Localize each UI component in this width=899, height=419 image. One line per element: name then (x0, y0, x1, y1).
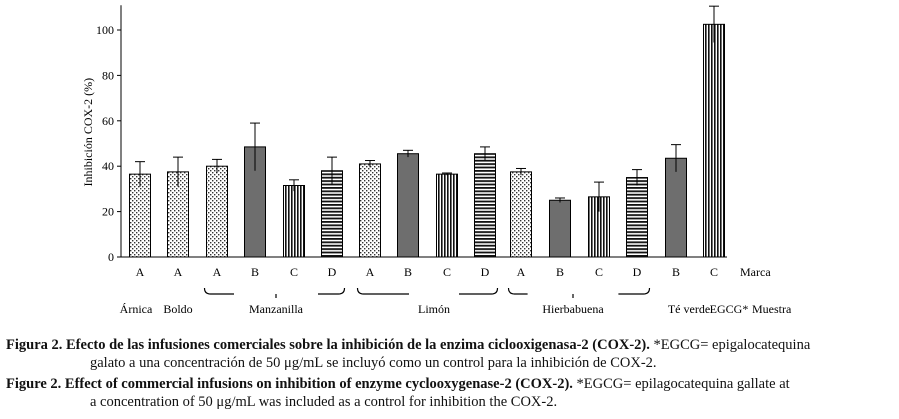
brand-label: B (672, 265, 680, 279)
y-tick-label: 100 (96, 23, 114, 37)
y-tick-label: 40 (102, 159, 114, 173)
brand-label: D (328, 265, 337, 279)
y-tick-label: 20 (102, 205, 114, 219)
brand-label: A (174, 265, 183, 279)
brand-label: B (556, 265, 564, 279)
group-label: Hierbabuena (542, 302, 604, 316)
group-bracket (356, 287, 409, 295)
group-label: Árnica (120, 302, 153, 316)
group-label: Limón (418, 302, 450, 316)
bars (129, 5, 725, 258)
y-tick-label: 80 (102, 68, 114, 82)
caption-en-lead: Figure 2. Effect of commercial infusions… (6, 376, 573, 392)
caption-es-lead: Figura 2. Efecto de las infusiones comer… (6, 337, 650, 353)
group-bracket (203, 287, 234, 295)
y-axis-title: Inhibición COX-2 (%) (81, 78, 95, 187)
bar (474, 153, 496, 258)
group-bracket (507, 287, 528, 295)
brand-label: D (633, 265, 642, 279)
bar (283, 184, 305, 258)
caption-es-rest2: galato a una concentración de 50 μg/mL s… (90, 355, 657, 371)
brand-label: B (404, 265, 412, 279)
bar (703, 23, 725, 258)
brand-label: A (366, 265, 375, 279)
group-label: EGCG* (710, 302, 749, 316)
brand-axis-label: Marca (740, 265, 771, 279)
group-bracket (459, 287, 499, 295)
bar (397, 153, 419, 258)
group-label: Té verde (668, 302, 710, 316)
group-label: Boldo (163, 302, 192, 316)
caption-spanish: Figura 2. Efecto de las infusiones comer… (6, 336, 896, 372)
brand-label: C (710, 265, 718, 279)
group-label: Manzanilla (249, 302, 304, 316)
brand-label: C (290, 265, 298, 279)
group-bracket (618, 287, 651, 295)
bar (626, 177, 648, 258)
bar (665, 157, 687, 258)
group-bracket (318, 287, 346, 295)
brand-label: C (595, 265, 603, 279)
bar (510, 171, 532, 258)
sample-axis-label: Muestra (752, 302, 792, 316)
y-tick-label: 0 (108, 250, 114, 264)
caption-en-rest2: a concentration of 50 μg/mL was included… (90, 394, 558, 410)
bar (206, 165, 228, 258)
brand-label: A (136, 265, 145, 279)
caption-en-rest1: *EGCG= epilagocatequina gallate at (572, 376, 790, 392)
x-labels: A A A B C D A B C D A B C D B C Marca Árnica Boldo Manzanil… (120, 265, 792, 316)
brand-label: D (481, 265, 490, 279)
brand-label: C (443, 265, 451, 279)
bar (436, 173, 458, 258)
brand-label: A (213, 265, 222, 279)
y-tick-label: 60 (102, 114, 114, 128)
caption-es-rest1: *EGCG= epigalocatequina (649, 337, 811, 353)
bar (359, 163, 381, 258)
brand-label: A (517, 265, 526, 279)
caption-english: Figure 2. Effect of commercial infusions… (6, 375, 896, 411)
brand-label: B (251, 265, 259, 279)
bar (549, 199, 571, 258)
